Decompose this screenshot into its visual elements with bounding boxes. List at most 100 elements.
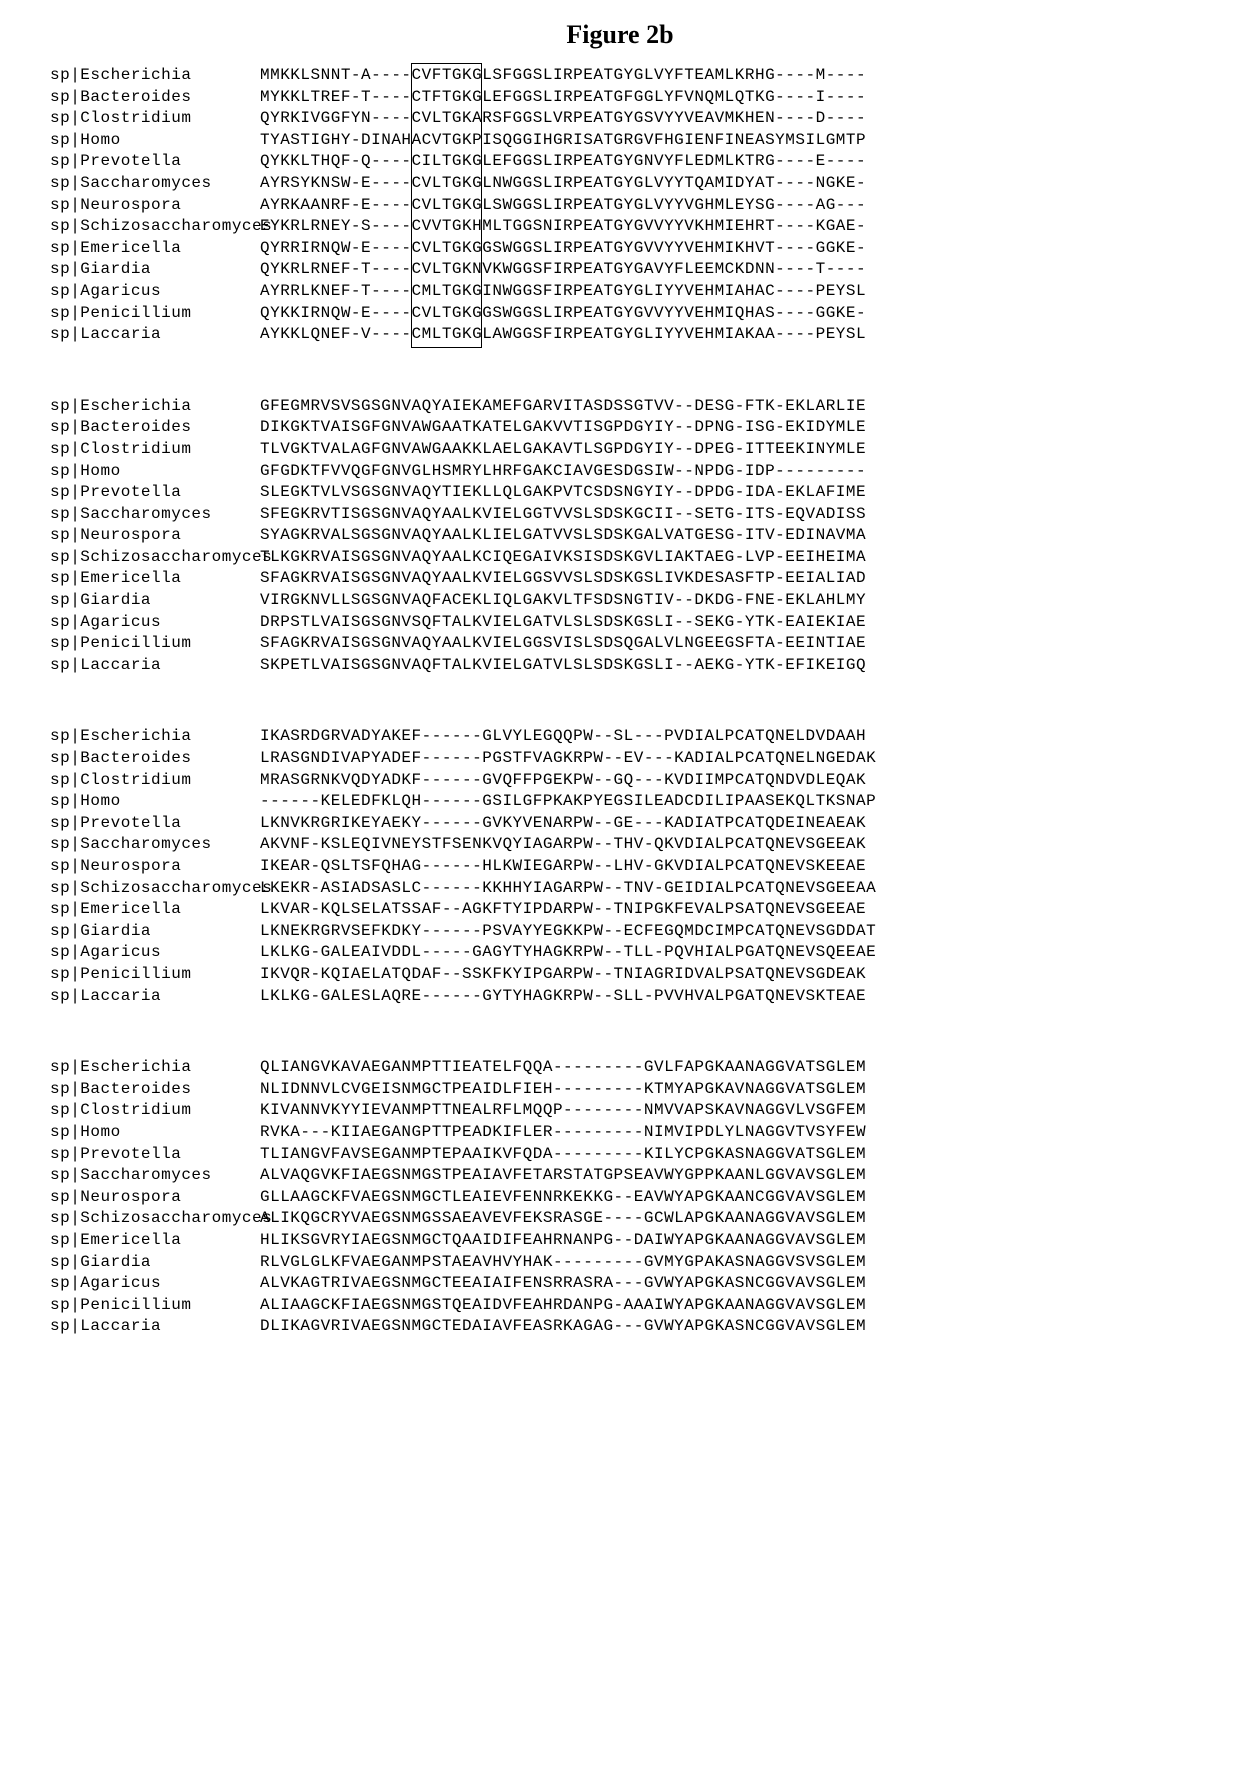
species-label: sp|Laccaria <box>50 1316 260 1338</box>
alignment-row: sp|ClostridiumQYRKIVGGFYN----CVLTGKARSFG… <box>50 108 1190 130</box>
species-label: sp|Laccaria <box>50 986 260 1008</box>
alignment-row: sp|PrevotellaLKNVKRGRIKEYAEKY------GVKYV… <box>50 813 1190 835</box>
sequence-text: IKASRDGRVADYAKEF------GLVYLEGQQPW--SL---… <box>260 726 866 748</box>
sequence-text: QYRRIRNQW-E----CVLTGKGGSWGGSLIRPEATGYGVV… <box>260 238 866 260</box>
sequence-text: ALVAQGVKFIAEGSNMGSTPEAIAVFETARSTATGPSEAV… <box>260 1165 866 1187</box>
alignment-row: sp|BacteroidesDIKGKTVAISGFGNVAWGAATKATEL… <box>50 417 1190 439</box>
sequence-text: AYRKAANRF-E----CVLTGKGLSWGGSLIRPEATGYGLV… <box>260 195 866 217</box>
sequence-text: QYRKIVGGFYN----CVLTGKARSFGGSLVRPEATGYGSV… <box>260 108 866 130</box>
sequence-text: SFAGKRVAISGSGNVAQYAALKVIELGGSVVSLSDSKGSL… <box>260 568 866 590</box>
species-label: sp|Homo <box>50 1122 260 1144</box>
species-label: sp|Agaricus <box>50 942 260 964</box>
alignment-row: sp|ClostridiumMRASGRNKVQDYADKF------GVQF… <box>50 770 1190 792</box>
alignment-row: sp|SaccharomycesAKVNF-KSLEQIVNEYSTFSENKV… <box>50 834 1190 856</box>
alignment-row: sp|AgaricusDRPSTLVAISGSGNVSQFTALKVIELGAT… <box>50 612 1190 634</box>
sequence-text: RVKA---KIIAEGANGPTTPEADKIFLER---------NI… <box>260 1122 866 1144</box>
alignment-row: sp|EscherichiaIKASRDGRVADYAKEF------GLVY… <box>50 726 1190 748</box>
sequence-text: LKNEKRGRVSEFKDKY------PSVAYYEGKKPW--ECFE… <box>260 921 876 943</box>
alignment-row: sp|ClostridiumTLVGKTVALAGFGNVAWGAAKKLAEL… <box>50 439 1190 461</box>
sequence-text: LRASGNDIVAPYADEF------PGSTFVAGKRPW--EV--… <box>260 748 876 770</box>
species-label: sp|Prevotella <box>50 151 260 173</box>
sequence-text: SLEGKTVLVSGSGNVAQYTIEKLLQLGAKPVTCSDSNGYI… <box>260 482 866 504</box>
alignment-row: sp|SaccharomycesAYRSYKNSW-E----CVLTGKGLN… <box>50 173 1190 195</box>
sequence-text: ------KELEDFKLQH------GSILGFPKAKPYEGSILE… <box>260 791 876 813</box>
species-label: sp|Clostridium <box>50 770 260 792</box>
species-label: sp|Agaricus <box>50 281 260 303</box>
alignment-row: sp|BacteroidesMYKKLTREF-T----CTFTGKGLEFG… <box>50 87 1190 109</box>
species-label: sp|Clostridium <box>50 1100 260 1122</box>
sequence-text: GFEGMRVSVSGSGNVAQYAIEKAMEFGARVITASDSSGTV… <box>260 396 866 418</box>
sequence-text: QLIANGVKAVAEGANMPTTIEATELFQQA---------GV… <box>260 1057 866 1079</box>
species-label: sp|Clostridium <box>50 108 260 130</box>
alignment-row: sp|EscherichiaGFEGMRVSVSGSGNVAQYAIEKAMEF… <box>50 396 1190 418</box>
species-label: sp|Giardia <box>50 259 260 281</box>
alignment-row: sp|EmericellaHLIKSGVRYIAEGSNMGCTQAAIDIFE… <box>50 1230 1190 1252</box>
species-label: sp|Agaricus <box>50 612 260 634</box>
sequence-text: DRPSTLVAISGSGNVSQFTALKVIELGATVLSLSDSKGSL… <box>260 612 866 634</box>
species-label: sp|Homo <box>50 791 260 813</box>
sequence-text: ALVKAGTRIVAEGSNMGCTEEAIAIFENSRRASRA---GV… <box>260 1273 866 1295</box>
sequence-text: TLVGKTVALAGFGNVAWGAAKKLAELGAKAVTLSGPDGYI… <box>260 439 866 461</box>
alignment-row: sp|SchizosaccharomycesALIKQGCRYVAEGSNMGS… <box>50 1208 1190 1230</box>
alignment-row: sp|LaccariaDLIKAGVRIVAEGSNMGCTEDAIAVFEAS… <box>50 1316 1190 1338</box>
alignment-row: sp|SchizosaccharomycesTLKGKRVAISGSGNVAQY… <box>50 547 1190 569</box>
sequence-text: MRASGRNKVQDYADKF------GVQFFPGEKPW--GQ---… <box>260 770 866 792</box>
species-label: sp|Prevotella <box>50 482 260 504</box>
species-label: sp|Escherichia <box>50 1057 260 1079</box>
alignment-row: sp|SaccharomycesALVAQGVKFIAEGSNMGSTPEAIA… <box>50 1165 1190 1187</box>
alignment-row: sp|GiardiaLKNEKRGRVSEFKDKY------PSVAYYEG… <box>50 921 1190 943</box>
species-label: sp|Neurospora <box>50 1187 260 1209</box>
alignment-row: sp|EmericellaLKVAR-KQLSELATSSAF--AGKFTYI… <box>50 899 1190 921</box>
species-label: sp|Saccharomyces <box>50 173 260 195</box>
alignment-row: sp|ClostridiumKIVANNVKYYIEVANMPTTNEALRFL… <box>50 1100 1190 1122</box>
sequence-text: NLIDNNVLCVGEISNMGCTPEAIDLFIEH---------KT… <box>260 1079 866 1101</box>
alignment-row: sp|PrevotellaTLIANGVFAVSEGANMPTEPAAIKVFQ… <box>50 1144 1190 1166</box>
species-label: sp|Prevotella <box>50 1144 260 1166</box>
species-label: sp|Laccaria <box>50 324 260 346</box>
alignment-row: sp|LaccariaAYKKLQNEF-V----CMLTGKGLAWGGSF… <box>50 324 1190 346</box>
sequence-text: QYKKLTHQF-Q----CILTGKGLEFGGSLIRPEATGYGNV… <box>260 151 866 173</box>
species-label: sp|Emericella <box>50 1230 260 1252</box>
species-label: sp|Neurospora <box>50 525 260 547</box>
alignment-row: sp|PenicilliumIKVQR-KQIAELATQDAF--SSKFKY… <box>50 964 1190 986</box>
alignment-row: sp|PenicilliumSFAGKRVAISGSGNVAQYAALKVIEL… <box>50 633 1190 655</box>
sequence-text: KIVANNVKYYIEVANMPTTNEALRFLMQQP--------NM… <box>260 1100 866 1122</box>
sequence-text: QYKRLRNEF-T----CVLTGKNVKWGGSFIRPEATGYGAV… <box>260 259 866 281</box>
alignment-row: sp|EscherichiaQLIANGVKAVAEGANMPTTIEATELF… <box>50 1057 1190 1079</box>
alignment-row: sp|HomoTYASTIGHY-DINAHACVTGKPISQGGIHGRIS… <box>50 130 1190 152</box>
alignment-row: sp|BacteroidesLRASGNDIVAPYADEF------PGST… <box>50 748 1190 770</box>
sequence-text: AYKKLQNEF-V----CMLTGKGLAWGGSFIRPEATGYGLI… <box>260 324 866 346</box>
sequence-text: ALIAAGCKFIAEGSNMGSTQEAIDVFEAHRDANPG-AAAI… <box>260 1295 866 1317</box>
species-label: sp|Schizosaccharomyces <box>50 547 260 569</box>
species-label: sp|Bacteroides <box>50 1079 260 1101</box>
alignment-row: sp|NeurosporaIKEAR-QSLTSFQHAG------HLKWI… <box>50 856 1190 878</box>
alignment-block: sp|EscherichiaQLIANGVKAVAEGANMPTTIEATELF… <box>50 1057 1190 1338</box>
sequence-text: RLVGLGLKFVAEGANMPSTAEAVHVYHAK---------GV… <box>260 1252 866 1274</box>
sequence-text: IKVQR-KQIAELATQDAF--SSKFKYIPGARPW--TNIAG… <box>260 964 866 986</box>
species-label: sp|Prevotella <box>50 813 260 835</box>
alignment-row: sp|BacteroidesNLIDNNVLCVGEISNMGCTPEAIDLF… <box>50 1079 1190 1101</box>
species-label: sp|Saccharomyces <box>50 1165 260 1187</box>
species-label: sp|Saccharomyces <box>50 834 260 856</box>
sequence-text: SKPETLVAISGSGNVAQFTALKVIELGATVLSLSDSKGSL… <box>260 655 866 677</box>
sequence-text: LKNVKRGRIKEYAEKY------GVKYVENARPW--GE---… <box>260 813 866 835</box>
species-label: sp|Clostridium <box>50 439 260 461</box>
sequence-text: LKVAR-KQLSELATSSAF--AGKFTYIPDARPW--TNIPG… <box>260 899 866 921</box>
sequence-text: GLLAAGCKFVAEGSNMGCTLEAIEVFENNRKEKKG--EAV… <box>260 1187 866 1209</box>
species-label: sp|Penicillium <box>50 964 260 986</box>
alignment-container: sp|EscherichiaMMKKLSNNT-A----CVFTGKGLSFG… <box>50 65 1190 1338</box>
sequence-text: SFEGKRVTISGSGNVAQYAALKVIELGGTVVSLSDSKGCI… <box>260 504 866 526</box>
species-label: sp|Escherichia <box>50 726 260 748</box>
species-label: sp|Saccharomyces <box>50 504 260 526</box>
species-label: sp|Schizosaccharomyces <box>50 878 260 900</box>
sequence-text: TLKGKRVAISGSGNVAQYAALKCIQEGAIVKSISDSKGVL… <box>260 547 866 569</box>
species-label: sp|Neurospora <box>50 856 260 878</box>
alignment-row: sp|NeurosporaGLLAAGCKFVAEGSNMGCTLEAIEVFE… <box>50 1187 1190 1209</box>
sequence-text: TYASTIGHY-DINAHACVTGKPISQGGIHGRISATGRGVF… <box>260 130 866 152</box>
species-label: sp|Penicillium <box>50 303 260 325</box>
sequence-text: AKVNF-KSLEQIVNEYSTFSENKVQYIAGARPW--THV-Q… <box>260 834 866 856</box>
sequence-text: AYRRLKNEF-T----CMLTGKGINWGGSFIRPEATGYGLI… <box>260 281 866 303</box>
sequence-text: DIKGKTVAISGFGNVAWGAATKATELGAKVVTISGPDGYI… <box>260 417 866 439</box>
sequence-text: SYAGKRVALSGSGNVAQYAALKLIELGATVVSLSDSKGAL… <box>260 525 866 547</box>
sequence-text: QYKKIRNQW-E----CVLTGKGGSWGGSLIRPEATGYGVV… <box>260 303 866 325</box>
